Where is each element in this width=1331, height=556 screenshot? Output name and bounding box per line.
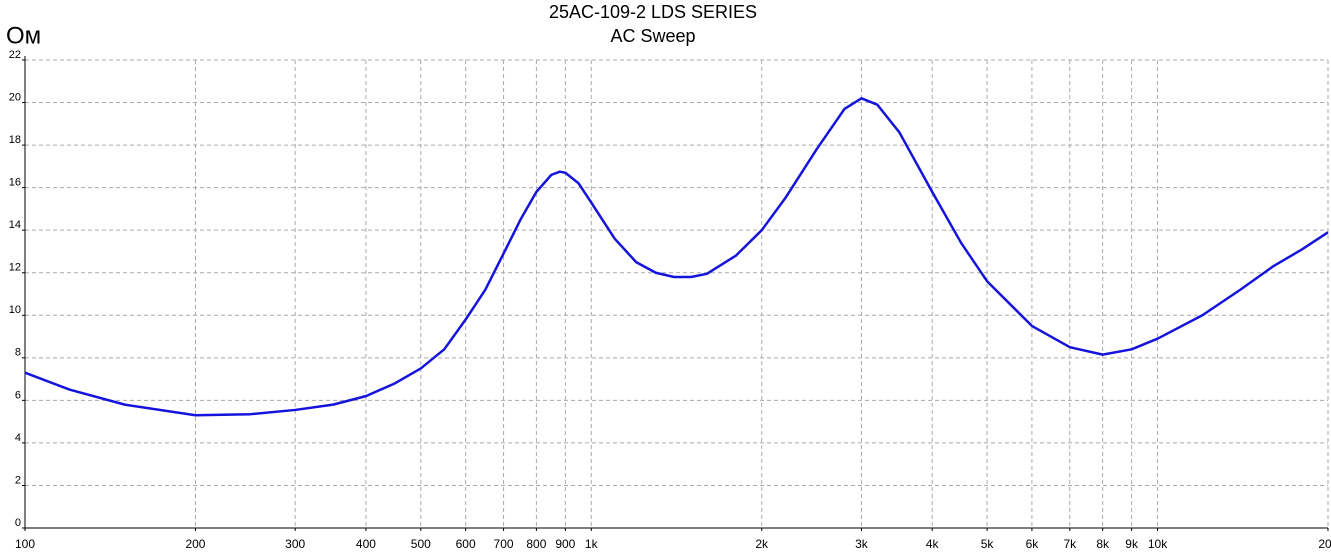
x-tick-label: 600 <box>456 537 476 551</box>
y-tick-label: 2 <box>15 474 21 486</box>
x-tick-label: 400 <box>356 537 376 551</box>
x-tick-label: 4k <box>926 537 940 551</box>
y-tick-label: 8 <box>15 347 21 359</box>
x-tick-label: 800 <box>526 537 546 551</box>
y-tick-label: 18 <box>9 134 21 146</box>
y-tick-label: 10 <box>9 304 21 316</box>
y-tick-label: 20 <box>9 91 21 103</box>
y-tick-label: 16 <box>9 177 21 189</box>
x-tick-label: 300 <box>285 537 305 551</box>
x-tick-label: 900 <box>555 537 575 551</box>
x-tick-label: 3k <box>855 537 869 551</box>
x-tick-label: 8k <box>1096 537 1110 551</box>
y-axis-label: Ом <box>6 22 41 49</box>
x-tick-label: 2k <box>755 537 769 551</box>
y-tick-label: 0 <box>15 517 21 529</box>
x-tick-label: 700 <box>494 537 514 551</box>
x-tick-label: 7k <box>1063 537 1077 551</box>
y-tick-label: 14 <box>9 219 21 231</box>
line-series <box>24 97 1329 417</box>
x-tick-label: 10k <box>1148 537 1168 551</box>
y-tick-label: 12 <box>9 262 21 274</box>
x-tick-label: 5k <box>981 537 995 551</box>
y-tick-label: 6 <box>15 389 21 401</box>
x-tick-label: 20k <box>1318 537 1331 551</box>
x-tick-label: 200 <box>185 537 205 551</box>
x-tick-label: 6k <box>1026 537 1040 551</box>
chart-subtitle: AC Sweep <box>610 26 695 46</box>
x-tick-label: 9k <box>1125 537 1139 551</box>
y-tick-label: 22 <box>9 49 21 61</box>
x-tick-label: 500 <box>411 537 431 551</box>
y-tick-label: 4 <box>15 432 21 444</box>
x-tick-label: 100 <box>15 537 35 551</box>
chart-title: 25AC-109-2 LDS SERIES <box>549 2 757 22</box>
x-tick-label: 1k <box>585 537 599 551</box>
